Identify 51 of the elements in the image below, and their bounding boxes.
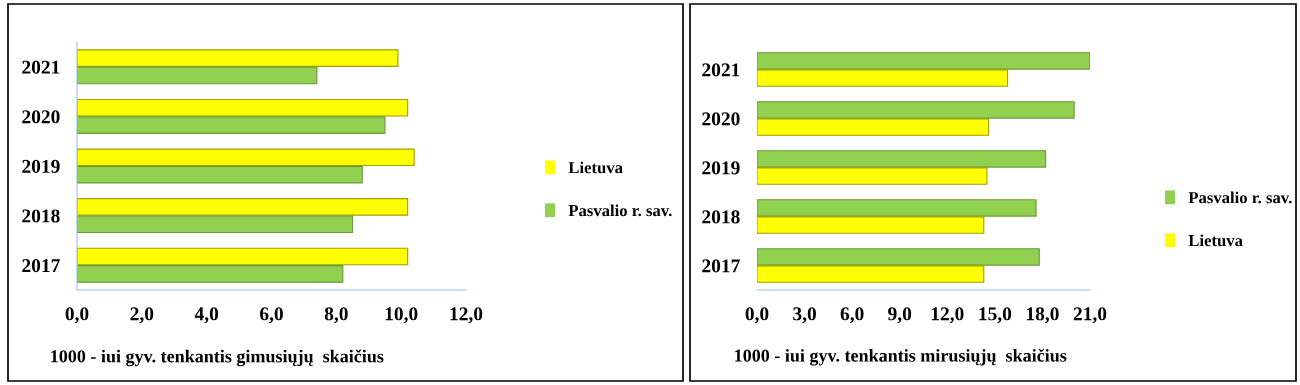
bar xyxy=(757,118,990,136)
y-tick-label: 2019 xyxy=(702,161,740,175)
bar xyxy=(757,199,1037,217)
y-tick-label: 2017 xyxy=(702,259,740,273)
legend-label: Lietuva xyxy=(1188,234,1243,247)
bar xyxy=(757,265,985,283)
y-tick-label: 2021 xyxy=(702,63,740,77)
bar xyxy=(77,66,318,85)
bar xyxy=(77,215,354,234)
x-tick-label: 21,0 xyxy=(1073,307,1107,324)
bar xyxy=(77,49,399,67)
x-tick-label: 12,0 xyxy=(450,307,483,324)
x-axis-title: 1000 - iui gyv. tenkantis gimusiųjų skaičius xyxy=(51,349,384,367)
x-tick-label: 18,0 xyxy=(1026,307,1059,324)
bar xyxy=(757,150,1047,168)
y-tick-label: 2018 xyxy=(22,209,60,223)
x-tick-label: 12,0 xyxy=(931,307,964,324)
bar xyxy=(757,167,988,185)
bar xyxy=(77,265,344,283)
y-tick-label: 2020 xyxy=(702,112,740,126)
bar xyxy=(77,98,409,117)
y-tick-label: 2018 xyxy=(702,210,740,224)
x-tick-label: 3,0 xyxy=(793,307,816,324)
x-tick-label: 9,0 xyxy=(888,307,912,324)
x-tick-label: 6,0 xyxy=(260,307,283,324)
legend-label: Pasvalio r. sav. xyxy=(1188,191,1292,204)
y-tick-label: 2021 xyxy=(22,60,60,74)
x-tick-label: 0,0 xyxy=(745,307,769,324)
bar xyxy=(77,148,415,167)
bar xyxy=(757,69,1009,87)
x-tick-label: 2,0 xyxy=(130,307,154,324)
bar xyxy=(77,198,409,216)
x-tick-label: 15,0 xyxy=(979,307,1012,324)
bar xyxy=(757,101,1075,119)
y-tick-label: 2017 xyxy=(22,259,60,273)
x-tick-label: 6,0 xyxy=(840,307,864,324)
x-axis-title: 1000 - iui gyv. tenkantis mirusiųjų skaičius xyxy=(735,348,1067,366)
bar xyxy=(77,116,386,134)
bar xyxy=(77,165,363,184)
legend-label: Lietuva xyxy=(568,161,623,174)
bar xyxy=(757,52,1090,70)
x-tick-label: 10,0 xyxy=(385,307,418,324)
x-tick-label: 8,0 xyxy=(324,307,348,324)
bar xyxy=(77,247,409,266)
bar xyxy=(757,248,1040,266)
legend-label: Pasvalio r. sav. xyxy=(568,204,672,217)
x-tick-label: 4,0 xyxy=(194,307,219,324)
bar xyxy=(757,216,985,234)
x-tick-label: 0,0 xyxy=(65,307,89,324)
y-tick-label: 2020 xyxy=(22,110,60,124)
y-tick-label: 2019 xyxy=(22,159,60,173)
